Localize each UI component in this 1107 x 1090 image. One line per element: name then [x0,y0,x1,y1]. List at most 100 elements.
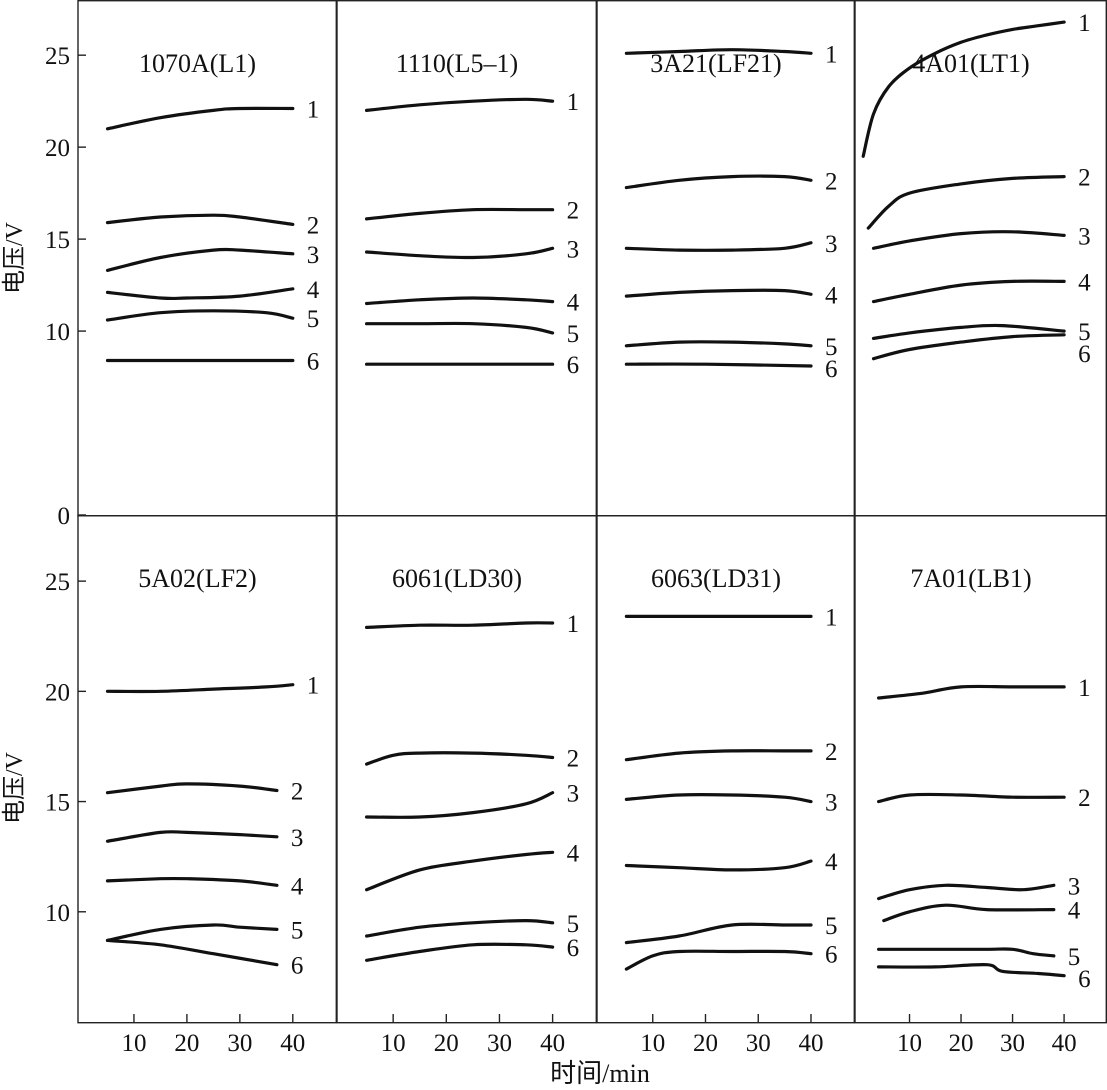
series-2-label: 2 [1078,165,1091,192]
x-tick-label: 20 [434,1030,459,1057]
y-tick-label: 20 [45,135,70,162]
series-1-line [105,683,295,694]
series-2-line [624,174,813,190]
series-4-line [882,903,1056,923]
panel-title: 4A01(LT1) [912,49,1029,78]
panel-title: 1110(L5–1) [396,49,518,78]
series-6-label: 6 [825,356,838,383]
series-2-label: 2 [567,745,580,772]
y-axis-label-bottom: 电压/V [1,751,28,824]
series-2-line [866,175,1066,230]
series-5-line [365,321,555,335]
y-tick-label: 25 [45,569,70,596]
series-2-label: 2 [1078,785,1091,812]
panel-title: 7A01(LB1) [910,564,1031,593]
series-6-label: 6 [825,942,838,969]
series-2-label: 2 [825,168,838,195]
series-3-line [365,791,555,819]
series-6-line [877,962,1066,978]
series-2-label: 2 [567,198,580,225]
series-1-line [624,48,813,55]
series-2-label: 2 [307,212,320,239]
x-tick-label: 10 [121,1030,146,1057]
series-5-line [877,947,1056,958]
panel-title: 6063(LD31) [651,564,781,593]
series-3-line [105,830,279,843]
series-4-label: 4 [307,277,320,304]
series-5-label: 5 [1078,319,1091,346]
y-tick-label: 10 [45,900,70,927]
panel-title: 3A21(LF21) [650,49,781,78]
series-3-line [365,246,555,260]
series-4-label: 4 [825,282,838,309]
series-6-line [365,942,555,962]
panel-title: 5A02(LF2) [138,564,256,593]
series-5-line [105,923,279,942]
y-tick-label: 15 [45,790,70,817]
series-6-label: 6 [1078,341,1091,368]
series-1-line [365,97,555,112]
series-6-label: 6 [307,349,320,376]
x-tick-label: 20 [693,1030,718,1057]
y-axis-label-top: 电压/V [1,221,28,294]
x-tick-label: 30 [746,1030,771,1057]
x-tick-label: 30 [227,1030,252,1057]
series-4-line [624,859,813,872]
series-2-line [365,751,555,766]
panel-grid: 1070A(L1)0101520251234561110(L5–1)123456… [45,0,1107,1057]
series-1-label: 1 [1078,675,1091,702]
series-6-label: 6 [567,352,580,379]
series-5-line [624,340,813,348]
y-tick-label: 25 [45,43,70,70]
series-4-label: 4 [567,290,580,317]
panel-7: 6063(LD31) 10 20 30 40 1 2 3 4 56 [596,515,855,1057]
series-2-line [877,792,1066,804]
series-4-label: 4 [1078,269,1091,296]
y-tick-label: 0 [58,503,71,530]
series-3-line [871,230,1066,250]
series-3-label: 3 [825,790,838,817]
panel-4: 4A01(LT1) 1 2 3 4 56 [854,0,1107,517]
x-tick-label: 40 [540,1030,565,1057]
series-5-label: 5 [291,917,304,944]
series-1-line [365,621,555,629]
series-3-label: 3 [825,231,838,258]
series-1-label: 1 [567,611,580,638]
series-1-label: 1 [825,604,838,631]
series-3-line [105,247,295,272]
panel-frame [77,515,337,1024]
series-3-line [624,792,813,804]
panel-6: 6061(LD30) 10 20 30 40 1 2 3 4 56 [336,515,597,1057]
series-5-line [624,922,813,945]
series-1-label: 1 [825,41,838,68]
series-6-label: 6 [291,953,304,980]
panel-title: 1070A(L1) [139,49,256,78]
series-5-label: 5 [1068,944,1081,971]
panel-frame [854,515,1107,1024]
x-tick-label: 10 [381,1030,406,1057]
series-3-label: 3 [307,242,320,269]
x-tick-label: 40 [280,1030,305,1057]
series-1-label: 1 [567,89,580,116]
x-tick-label: 40 [798,1030,823,1057]
series-4-label: 4 [1068,898,1081,925]
series-2-line [365,207,555,221]
series-5-label: 5 [307,306,320,333]
y-tick-label: 15 [45,227,70,254]
series-1-label: 1 [307,673,320,700]
series-6-line [871,333,1066,361]
x-tick-label: 10 [897,1030,922,1057]
series-6-label: 6 [1078,966,1091,993]
x-tick-label: 20 [949,1030,974,1057]
series-4-line [624,288,813,298]
y-tick-label: 20 [45,679,70,706]
series-3-label: 3 [567,781,580,808]
series-2-label: 2 [825,739,838,766]
series-5-label: 5 [567,321,580,348]
series-6-label: 6 [567,935,580,962]
series-1-label: 1 [1078,10,1091,37]
panel-frame [336,515,597,1024]
series-1-line [861,20,1066,158]
